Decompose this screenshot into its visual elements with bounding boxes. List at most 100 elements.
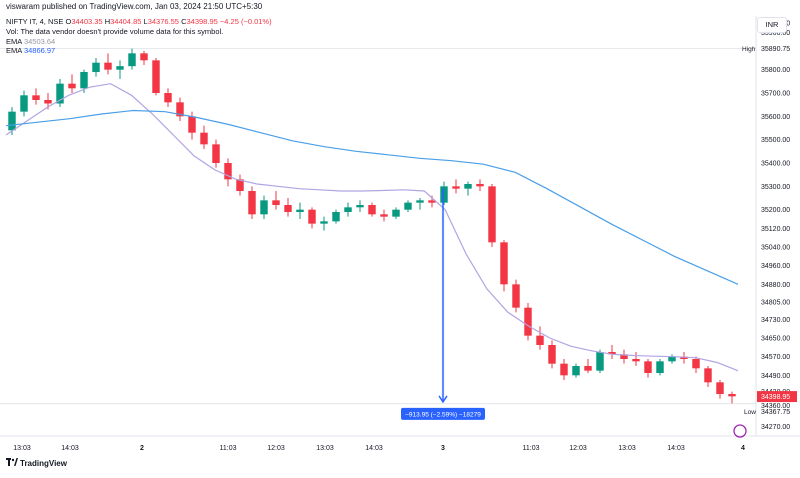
- candle-body[interactable]: [692, 359, 700, 369]
- candle-body[interactable]: [296, 209, 304, 212]
- last-price-tag: [757, 391, 797, 403]
- candle-body[interactable]: [428, 200, 436, 203]
- alert-icon[interactable]: [733, 424, 747, 438]
- candle-body[interactable]: [728, 394, 736, 397]
- candle-body[interactable]: [308, 209, 316, 224]
- candle-body[interactable]: [584, 366, 592, 371]
- candle-body[interactable]: [188, 116, 196, 133]
- candle-body[interactable]: [68, 83, 76, 89]
- candle-body[interactable]: [536, 335, 544, 345]
- candle-body[interactable]: [644, 361, 652, 373]
- candle-body[interactable]: [476, 184, 484, 187]
- candle-body[interactable]: [320, 221, 328, 224]
- candle-body[interactable]: [92, 62, 100, 72]
- candle-body[interactable]: [260, 200, 268, 215]
- candle-body[interactable]: [32, 95, 40, 100]
- tradingview-brand-text: TradingView: [20, 459, 67, 468]
- y-tick-label: 34805.00: [761, 299, 790, 306]
- symbol-legend-row: NIFTY IT, 4, NSE O34403.35 H34404.85 L34…: [6, 17, 272, 27]
- candle-body[interactable]: [44, 100, 52, 104]
- candle-body[interactable]: [176, 102, 184, 117]
- candle-body[interactable]: [560, 363, 568, 376]
- candle-body[interactable]: [140, 53, 148, 61]
- candle-body[interactable]: [200, 132, 208, 145]
- candle-body[interactable]: [332, 212, 340, 222]
- ema-slow-line[interactable]: [5, 109, 739, 285]
- candle-body[interactable]: [716, 382, 724, 394]
- candle-body[interactable]: [344, 207, 352, 212]
- candle-body[interactable]: [524, 307, 532, 336]
- candle-body[interactable]: [416, 200, 424, 203]
- candle-body[interactable]: [704, 368, 712, 383]
- last-price-label: 34398.95: [761, 394, 790, 401]
- x-tick-label: 13:03: [316, 445, 334, 452]
- candle-body[interactable]: [404, 202, 412, 210]
- candle-body[interactable]: [164, 93, 172, 103]
- candle-body[interactable]: [656, 361, 664, 373]
- candle-body[interactable]: [380, 214, 388, 217]
- close-label: C: [181, 17, 187, 26]
- ema-value-2: 34866.97: [23, 46, 56, 55]
- x-tick-label: 13:03: [618, 445, 636, 452]
- candle-body[interactable]: [80, 72, 88, 89]
- candle-body[interactable]: [8, 111, 16, 131]
- x-tick-label: 11:03: [220, 445, 237, 452]
- candle-body[interactable]: [128, 53, 136, 67]
- candle-body[interactable]: [608, 352, 616, 355]
- y-tick-label: 34490.00: [761, 373, 790, 380]
- high-value-label: 35890.75: [761, 46, 790, 53]
- candle-body[interactable]: [548, 345, 556, 364]
- candle-body[interactable]: [680, 356, 688, 359]
- candle-body[interactable]: [668, 356, 676, 362]
- candle-body[interactable]: [284, 205, 292, 212]
- candle-body[interactable]: [392, 209, 400, 217]
- x-tick-label: 3: [441, 445, 445, 452]
- candle-body[interactable]: [116, 66, 124, 70]
- low-value-label: 34367.75: [761, 409, 790, 416]
- candle-body[interactable]: [152, 60, 160, 93]
- y-tick-label: 35600.00: [761, 114, 790, 121]
- y-tick-label: 35040.00: [761, 245, 790, 252]
- candle-body[interactable]: [272, 200, 280, 205]
- candle-body[interactable]: [356, 205, 364, 208]
- candle-body[interactable]: [236, 179, 244, 191]
- candle-body[interactable]: [56, 83, 64, 104]
- x-tick-label: 13:03: [13, 445, 31, 452]
- candle-body[interactable]: [452, 186, 460, 189]
- high-label: High: [742, 46, 756, 53]
- tradingview-logo[interactable]: TradingView: [6, 458, 67, 468]
- x-tick-label: 12:03: [267, 445, 285, 452]
- candle-body[interactable]: [596, 352, 604, 371]
- low-value: 34376.55: [147, 17, 179, 26]
- ema-label-2: EMA: [6, 46, 22, 55]
- candle-body[interactable]: [368, 205, 376, 215]
- y-tick-label: 34960.00: [761, 263, 790, 270]
- candle-body[interactable]: [464, 184, 472, 189]
- candle-body[interactable]: [620, 354, 628, 359]
- candle-body[interactable]: [224, 163, 232, 180]
- candle-body[interactable]: [488, 186, 496, 243]
- candle-body[interactable]: [104, 62, 112, 70]
- x-tick-label: 11:03: [523, 445, 540, 452]
- x-tick-label: 14:03: [61, 445, 79, 452]
- candle-body[interactable]: [500, 242, 508, 285]
- ema-legend-row-1[interactable]: EMA 34503.64: [6, 37, 55, 47]
- high-value: 34404.85: [110, 17, 142, 26]
- symbol-name[interactable]: NIFTY IT, 4, NSE: [6, 17, 64, 26]
- ema-value-1: 34503.64: [23, 37, 56, 46]
- candle-body[interactable]: [440, 186, 448, 203]
- candle-body[interactable]: [20, 95, 28, 112]
- y-tick-label: 35120.00: [761, 226, 790, 233]
- ema-legend-row-2[interactable]: EMA 34866.97: [6, 46, 55, 56]
- candle-body[interactable]: [512, 284, 520, 308]
- candle-body[interactable]: [632, 359, 640, 362]
- candle-body[interactable]: [248, 191, 256, 215]
- candle-body[interactable]: [212, 144, 220, 163]
- y-tick-label: 35200.00: [761, 207, 790, 214]
- candle-body[interactable]: [572, 366, 580, 376]
- ema-fast-line[interactable]: [5, 83, 739, 372]
- y-tick-label: 35300.00: [761, 184, 790, 191]
- currency-button[interactable]: INR: [757, 17, 787, 33]
